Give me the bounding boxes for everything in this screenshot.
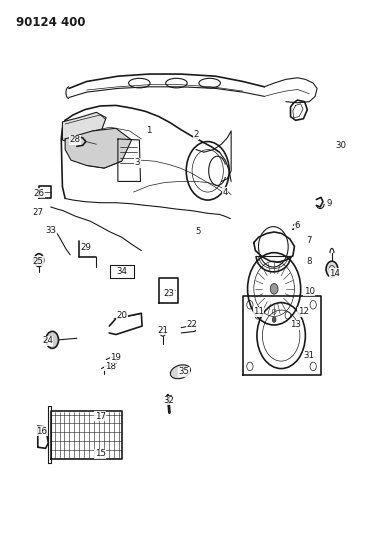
Text: 25: 25: [32, 257, 43, 265]
Text: 3: 3: [135, 158, 140, 167]
Ellipse shape: [171, 365, 191, 379]
Text: 13: 13: [290, 320, 301, 329]
Text: 30: 30: [335, 141, 346, 150]
Circle shape: [326, 261, 338, 277]
Text: 14: 14: [329, 269, 340, 278]
Text: 17: 17: [95, 412, 106, 421]
Text: 2: 2: [193, 130, 199, 139]
Text: 10: 10: [304, 287, 315, 296]
Text: 11: 11: [253, 307, 264, 316]
Text: 19: 19: [111, 353, 122, 362]
Text: 29: 29: [80, 244, 91, 253]
Text: 22: 22: [187, 320, 198, 329]
Text: 21: 21: [157, 326, 168, 335]
Text: 6: 6: [295, 221, 300, 230]
Text: 4: 4: [223, 188, 228, 197]
Text: 20: 20: [116, 311, 127, 320]
Text: 24: 24: [42, 336, 53, 345]
Text: 16: 16: [36, 427, 47, 436]
Text: 35: 35: [179, 367, 190, 376]
Text: 8: 8: [307, 257, 312, 265]
Text: 18: 18: [105, 362, 116, 371]
Circle shape: [272, 317, 276, 322]
Text: 34: 34: [116, 268, 127, 276]
Polygon shape: [65, 128, 132, 168]
Circle shape: [270, 284, 278, 294]
Text: 15: 15: [95, 449, 106, 458]
Circle shape: [36, 257, 41, 263]
Text: 27: 27: [32, 208, 43, 217]
Text: 90124 400: 90124 400: [16, 15, 86, 29]
Text: 28: 28: [69, 135, 80, 144]
Text: 26: 26: [33, 189, 44, 198]
Text: 31: 31: [304, 351, 315, 360]
Text: 23: 23: [163, 288, 174, 297]
Text: 32: 32: [163, 396, 174, 405]
Text: 12: 12: [298, 307, 309, 316]
Text: 33: 33: [45, 226, 56, 235]
Text: 1: 1: [146, 126, 152, 135]
Polygon shape: [62, 112, 106, 146]
Circle shape: [46, 332, 58, 349]
Text: 5: 5: [195, 228, 201, 237]
Text: 9: 9: [326, 199, 332, 208]
Text: 7: 7: [307, 237, 312, 246]
